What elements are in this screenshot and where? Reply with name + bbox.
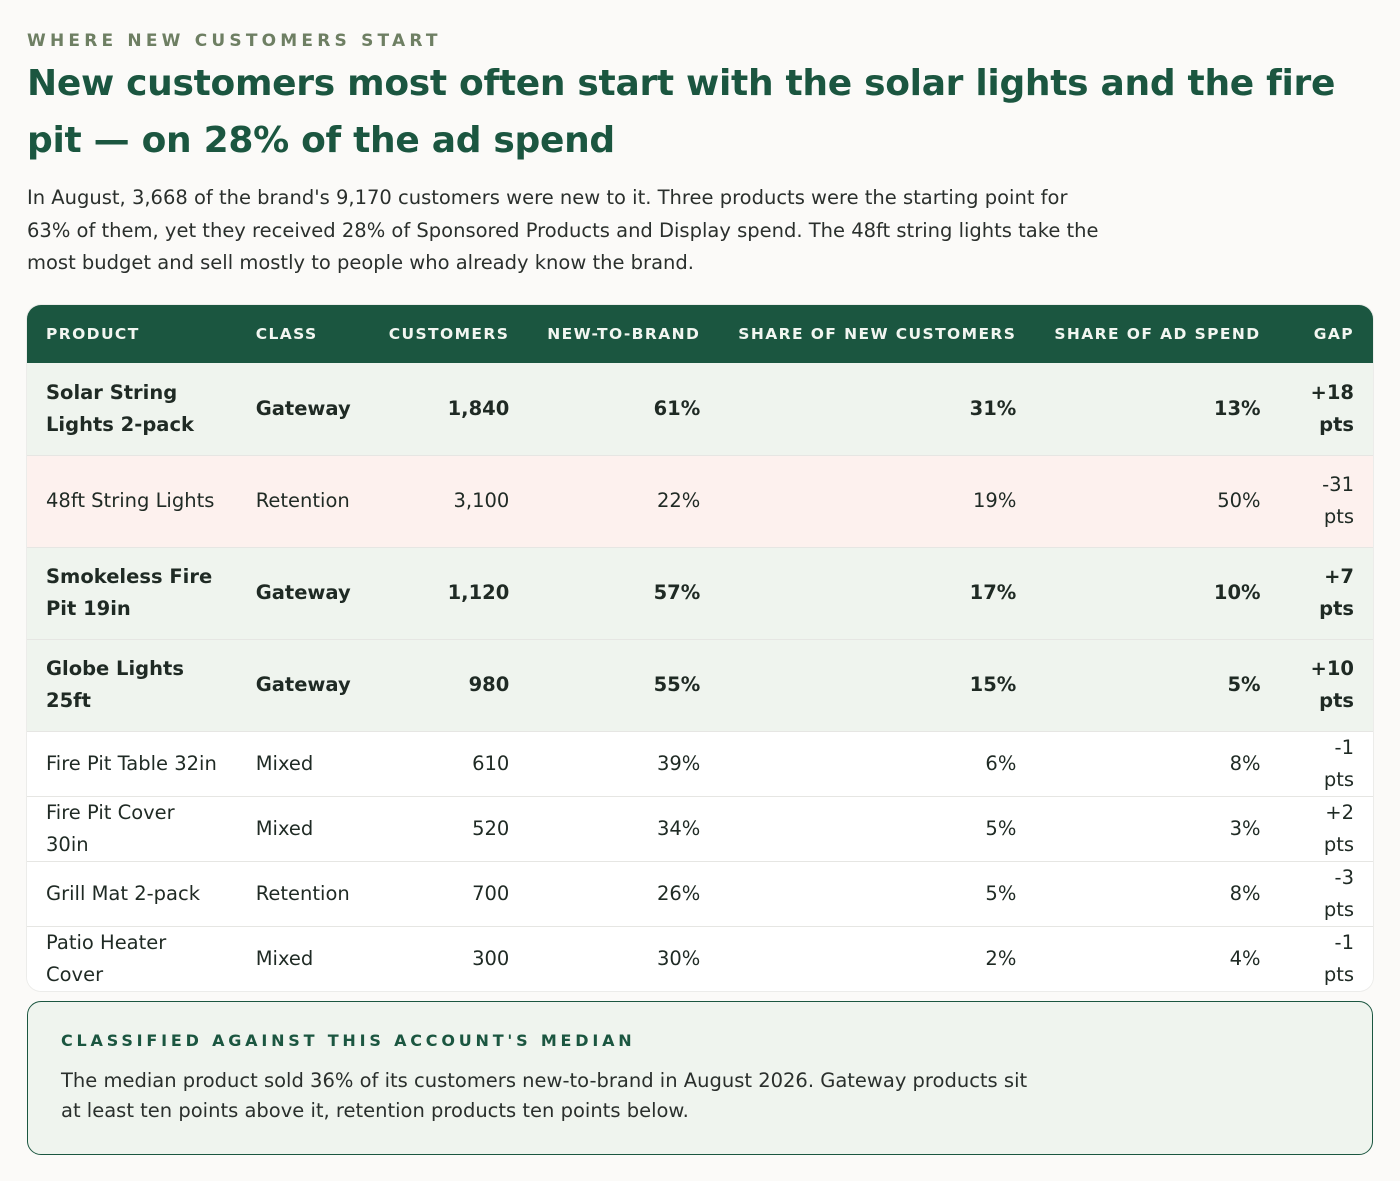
header-new-to-brand: NEW-TO-BRAND xyxy=(547,325,701,343)
cell-share-new-customers: 5% xyxy=(719,796,1036,862)
cell-product: Globe Lights 25ft xyxy=(27,639,237,732)
cell-gap: -1 pts xyxy=(1279,926,1373,991)
table-row: Fire Pit Cover 30in Mixed 520 34% 5% 3% … xyxy=(27,796,1373,862)
cell-share-new-customers: 6% xyxy=(719,731,1036,797)
cell-gap: -3 pts xyxy=(1279,861,1373,927)
cell-customers: 700 xyxy=(369,861,529,927)
cell-share-ad-spend: 13% xyxy=(1035,363,1280,456)
cell-class: Mixed xyxy=(236,731,370,797)
summary-paragraph: In August, 3,668 of the brand's 9,170 cu… xyxy=(27,186,1099,274)
cell-new-to-brand: 39% xyxy=(528,731,720,797)
cell-gap: +7 pts xyxy=(1279,547,1373,640)
cell-product: Fire Pit Table 32in xyxy=(27,731,237,797)
cell-customers: 300 xyxy=(369,926,529,991)
cell-share-new-customers: 5% xyxy=(719,861,1036,927)
cell-share-ad-spend: 10% xyxy=(1035,547,1280,640)
note-title: CLASSIFIED AGAINST THIS ACCOUNT'S MEDIAN xyxy=(61,1031,636,1050)
table-row: Solar String Lights 2-pack Gateway 1,840… xyxy=(27,363,1373,456)
cell-new-to-brand: 61% xyxy=(528,363,720,456)
cell-product: 48ft String Lights xyxy=(27,455,237,548)
cell-class: Retention xyxy=(236,455,370,548)
cell-share-ad-spend: 8% xyxy=(1035,861,1280,927)
cell-share-ad-spend: 3% xyxy=(1035,796,1280,862)
cell-share-ad-spend: 50% xyxy=(1035,455,1280,548)
cell-customers: 1,120 xyxy=(369,547,529,640)
table-row: 48ft String Lights Retention 3,100 22% 1… xyxy=(27,455,1373,548)
cell-class: Gateway xyxy=(236,639,370,732)
cell-product: Smokeless Fire Pit 19in xyxy=(27,547,237,640)
products-table: PRODUCT CLASS CUSTOMERS NEW-TO-BRAND SHA… xyxy=(27,305,1373,991)
cell-customers: 980 xyxy=(369,639,529,732)
table-row: Smokeless Fire Pit 19in Gateway 1,120 57… xyxy=(27,547,1373,640)
cell-class: Gateway xyxy=(236,363,370,456)
cell-product: Grill Mat 2-pack xyxy=(27,861,237,927)
cell-new-to-brand: 30% xyxy=(528,926,720,991)
cell-class: Retention xyxy=(236,861,370,927)
page-title: New customers most often start with the … xyxy=(27,63,1336,161)
note-body: The median product sold 36% of its custo… xyxy=(61,1069,1028,1122)
cell-gap: -1 pts xyxy=(1279,731,1373,797)
cell-share-new-customers: 19% xyxy=(719,455,1036,548)
cell-customers: 520 xyxy=(369,796,529,862)
cell-customers: 610 xyxy=(369,731,529,797)
cell-gap: +18 pts xyxy=(1279,363,1373,456)
report-page: WHERE NEW CUSTOMERS START New customers … xyxy=(27,30,1373,1155)
cell-new-to-brand: 57% xyxy=(528,547,720,640)
cell-gap: +2 pts xyxy=(1279,796,1373,862)
cell-new-to-brand: 34% xyxy=(528,796,720,862)
cell-share-new-customers: 15% xyxy=(719,639,1036,732)
cell-product: Solar String Lights 2-pack xyxy=(27,363,237,456)
cell-share-new-customers: 31% xyxy=(719,363,1036,456)
table-row: Globe Lights 25ft Gateway 980 55% 15% 5%… xyxy=(27,639,1373,732)
methodology-note: CLASSIFIED AGAINST THIS ACCOUNT'S MEDIAN… xyxy=(27,1001,1373,1155)
header-product: PRODUCT xyxy=(46,325,140,343)
cell-customers: 1,840 xyxy=(369,363,529,456)
header-gap: GAP xyxy=(1313,325,1354,343)
cell-product: Patio Heater Cover xyxy=(27,926,237,991)
cell-share-ad-spend: 5% xyxy=(1035,639,1280,732)
cell-customers: 3,100 xyxy=(369,455,529,548)
cell-new-to-brand: 22% xyxy=(528,455,720,548)
cell-new-to-brand: 55% xyxy=(528,639,720,732)
cell-share-ad-spend: 4% xyxy=(1035,926,1280,991)
eyebrow-label: WHERE NEW CUSTOMERS START xyxy=(27,31,442,51)
cell-share-ad-spend: 8% xyxy=(1035,731,1280,797)
header-share-ad-spend: SHARE OF AD SPEND xyxy=(1054,325,1261,343)
cell-class: Mixed xyxy=(236,796,370,862)
table-row: Patio Heater Cover Mixed 300 30% 2% 4% -… xyxy=(27,926,1373,991)
table-row: Fire Pit Table 32in Mixed 610 39% 6% 8% … xyxy=(27,731,1373,797)
table-header-row: PRODUCT CLASS CUSTOMERS NEW-TO-BRAND SHA… xyxy=(27,305,1373,363)
cell-share-new-customers: 2% xyxy=(719,926,1036,991)
products-table-card: PRODUCT CLASS CUSTOMERS NEW-TO-BRAND SHA… xyxy=(27,305,1373,991)
header-share-new-customers: SHARE OF NEW CUSTOMERS xyxy=(738,325,1017,343)
header-customers: CUSTOMERS xyxy=(388,325,510,343)
table-row: Grill Mat 2-pack Retention 700 26% 5% 8%… xyxy=(27,861,1373,927)
cell-share-new-customers: 17% xyxy=(719,547,1036,640)
cell-class: Gateway xyxy=(236,547,370,640)
cell-new-to-brand: 26% xyxy=(528,861,720,927)
cell-gap: -31 pts xyxy=(1279,455,1373,548)
header-class: CLASS xyxy=(255,325,318,343)
cell-class: Mixed xyxy=(236,926,370,991)
cell-gap: +10 pts xyxy=(1279,639,1373,732)
cell-product: Fire Pit Cover 30in xyxy=(27,796,237,862)
